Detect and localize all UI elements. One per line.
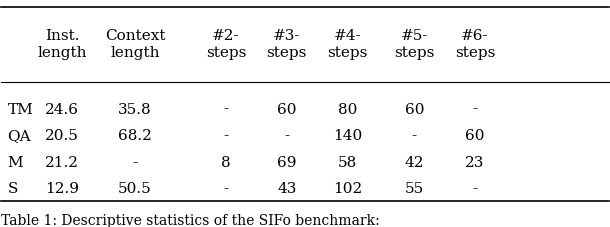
Text: 68.2: 68.2	[118, 128, 152, 143]
Text: 60: 60	[404, 102, 424, 116]
Text: -: -	[412, 128, 417, 143]
Text: 69: 69	[277, 155, 296, 169]
Text: Table 1: Descriptive statistics of the SIFo benchmark:: Table 1: Descriptive statistics of the S…	[1, 213, 380, 227]
Text: 12.9: 12.9	[45, 181, 79, 195]
Text: #5-
steps: #5- steps	[394, 29, 434, 60]
Text: 60: 60	[277, 102, 296, 116]
Text: Inst.
length: Inst. length	[37, 29, 87, 60]
Text: 58: 58	[338, 155, 357, 169]
Text: Context
length: Context length	[105, 29, 165, 60]
Text: 140: 140	[333, 128, 362, 143]
Text: #2-
steps: #2- steps	[206, 29, 246, 60]
Text: S: S	[7, 181, 18, 195]
Text: 35.8: 35.8	[118, 102, 152, 116]
Text: 43: 43	[277, 181, 296, 195]
Text: -: -	[473, 181, 478, 195]
Text: #6-
steps: #6- steps	[455, 29, 495, 60]
Text: -: -	[132, 155, 137, 169]
Text: #4-
steps: #4- steps	[328, 29, 368, 60]
Text: 8: 8	[221, 155, 231, 169]
Text: 23: 23	[465, 155, 485, 169]
Text: -: -	[284, 128, 289, 143]
Text: M: M	[7, 155, 23, 169]
Text: -: -	[223, 181, 229, 195]
Text: 50.5: 50.5	[118, 181, 152, 195]
Text: 80: 80	[338, 102, 357, 116]
Text: 42: 42	[404, 155, 424, 169]
Text: -: -	[223, 128, 229, 143]
Text: 21.2: 21.2	[45, 155, 79, 169]
Text: 20.5: 20.5	[45, 128, 79, 143]
Text: -: -	[223, 102, 229, 116]
Text: 55: 55	[404, 181, 424, 195]
Text: 102: 102	[333, 181, 362, 195]
Text: QA: QA	[7, 128, 31, 143]
Text: -: -	[473, 102, 478, 116]
Text: 60: 60	[465, 128, 485, 143]
Text: 24.6: 24.6	[45, 102, 79, 116]
Text: #3-
steps: #3- steps	[267, 29, 307, 60]
Text: TM: TM	[7, 102, 33, 116]
